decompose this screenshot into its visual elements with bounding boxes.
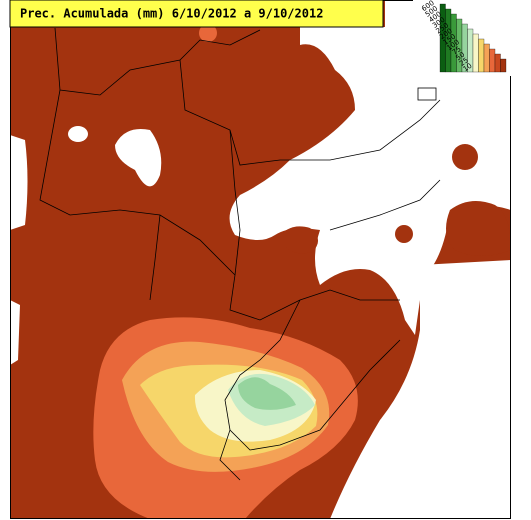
precip-low: [395, 225, 413, 243]
legend-swatch: [483, 43, 490, 73]
legend-label: 50: [454, 51, 466, 63]
legend-swatch: [472, 33, 479, 73]
precip-low: [278, 226, 319, 254]
political-borders: [39, 27, 441, 481]
dry-area: [330, 260, 511, 519]
map: [10, 0, 511, 519]
legend-label: 75: [451, 45, 463, 57]
precip-low: [452, 144, 478, 170]
precip-medium: [199, 24, 217, 42]
legend-swatch: [494, 53, 501, 73]
dry-area: [229, 0, 511, 335]
precip-max: [238, 377, 296, 410]
dry-area: [10, 135, 28, 230]
legend-swatch: [500, 58, 507, 73]
title-box: [9, 0, 384, 28]
dry-area: [10, 300, 20, 365]
legend-label: 25: [458, 56, 470, 68]
legend-swatch: [489, 48, 496, 73]
dry-area: [115, 129, 162, 187]
title: Prec. Acumulada (mm) 6/10/2012 a 9/10/20…: [20, 7, 323, 21]
precip-low: [446, 201, 511, 256]
dry-area: [68, 126, 88, 142]
legend-swatch: [478, 38, 485, 73]
legend-label: 10: [462, 62, 474, 74]
